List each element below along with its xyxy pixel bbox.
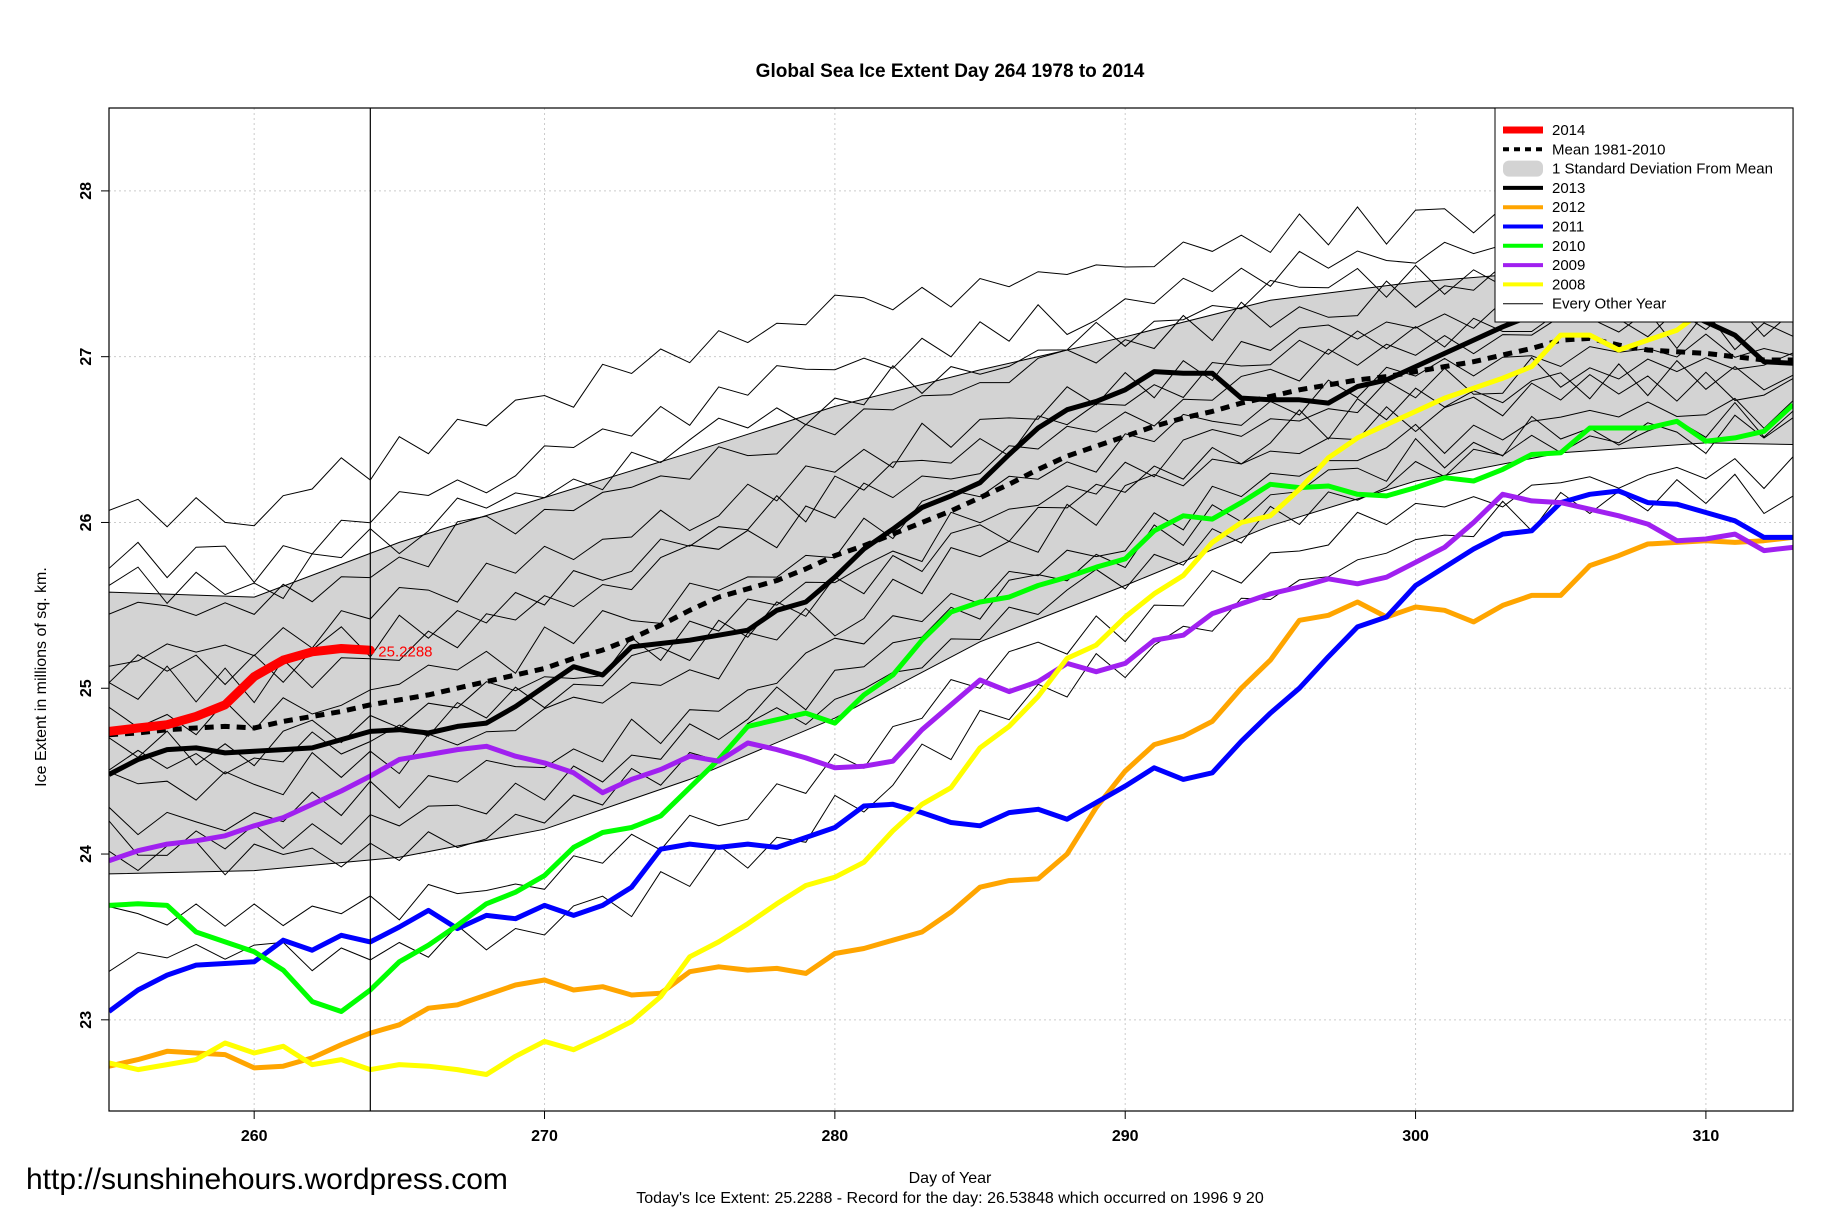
y-tick-label: 24 <box>78 845 95 863</box>
x-tick-label: 260 <box>241 1128 268 1145</box>
x-tick-label: 310 <box>1693 1128 1720 1145</box>
watermark-url: http://sunshinehours.wordpress.com <box>26 1163 508 1196</box>
series-y2012 <box>109 534 1793 1071</box>
other-year-line <box>109 397 1793 836</box>
legend-label: 2012 <box>1552 199 1585 216</box>
series-y2009 <box>109 491 1793 864</box>
other-year-line <box>109 333 1793 736</box>
legend-label: Every Other Year <box>1552 296 1666 313</box>
y-axis: 23 24 25 26 27 28 <box>78 182 109 1029</box>
legend-label: Mean 1981-2010 <box>1552 141 1665 158</box>
y-tick-label: 27 <box>78 348 95 366</box>
y-axis-label: Ice Extent in millions of sq. km. <box>33 567 50 787</box>
footer-record-text: Today's Ice Extent: 25.2288 - Record for… <box>636 1190 1264 1207</box>
y-tick-label: 28 <box>78 182 95 200</box>
legend: 2014 Mean 1981-2010 1 Standard Deviation F… <box>1494 107 1794 323</box>
x-tick-label: 300 <box>1402 1128 1429 1145</box>
legend-label: 2013 <box>1552 180 1585 197</box>
other-year-line <box>109 310 1793 704</box>
series-y2011 <box>109 488 1793 1014</box>
x-axis-label: Day of Year <box>909 1170 992 1187</box>
std-deviation-band-layer <box>109 269 1793 875</box>
legend-label: 2011 <box>1552 219 1584 236</box>
other-year-line <box>109 456 1793 927</box>
other-year-line <box>109 473 1793 972</box>
x-tick-label: 270 <box>531 1128 558 1145</box>
other-year-line <box>109 414 1793 876</box>
series-y2008 <box>109 306 1793 1077</box>
chart-title: Global Sea Ice Extent Day 264 1978 to 20… <box>756 61 1145 82</box>
y-tick-label: 23 <box>78 1011 95 1029</box>
other-year-line <box>109 352 1793 767</box>
series-y2014 <box>109 644 375 736</box>
legend-swatch <box>1503 160 1543 177</box>
x-axis: 260 270 280 290 300 310 <box>241 1111 1720 1145</box>
other-year-line <box>109 302 1793 686</box>
highlighted-series-layer <box>109 266 1793 1077</box>
legend-label: 2010 <box>1552 238 1585 255</box>
series-y2010 <box>109 402 1793 1014</box>
x-tick-label: 290 <box>1112 1128 1139 1145</box>
other-year-line <box>109 401 1793 856</box>
y-tick-label: 26 <box>78 513 95 531</box>
legend-label: 2008 <box>1552 276 1585 293</box>
std-deviation-band <box>109 269 1793 875</box>
plot-frame <box>108 107 1794 1112</box>
y-tick-label: 25 <box>78 679 95 697</box>
current-value-annotation: 25.2288 <box>378 643 432 660</box>
legend-label: 2014 <box>1552 122 1585 139</box>
legend-label: 2009 <box>1552 257 1585 274</box>
series-y2013 <box>109 266 1793 777</box>
legend-label: 1 Standard Deviation From Mean <box>1552 161 1773 178</box>
legend-box <box>1494 107 1794 323</box>
x-tick-label: 280 <box>822 1128 849 1145</box>
other-years-layer <box>109 198 1793 972</box>
